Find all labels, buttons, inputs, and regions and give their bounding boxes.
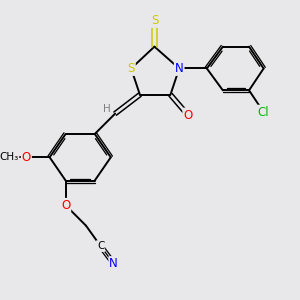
Text: CH₃: CH₃ [0,152,19,162]
Text: C: C [97,241,104,251]
Text: O: O [61,199,70,212]
Text: N: N [175,62,184,75]
Text: O: O [183,109,193,122]
Text: N: N [109,257,118,270]
Text: H: H [103,104,110,114]
Text: S: S [151,14,158,27]
Text: S: S [128,62,135,75]
Text: Cl: Cl [258,106,269,119]
Text: O: O [22,151,31,164]
